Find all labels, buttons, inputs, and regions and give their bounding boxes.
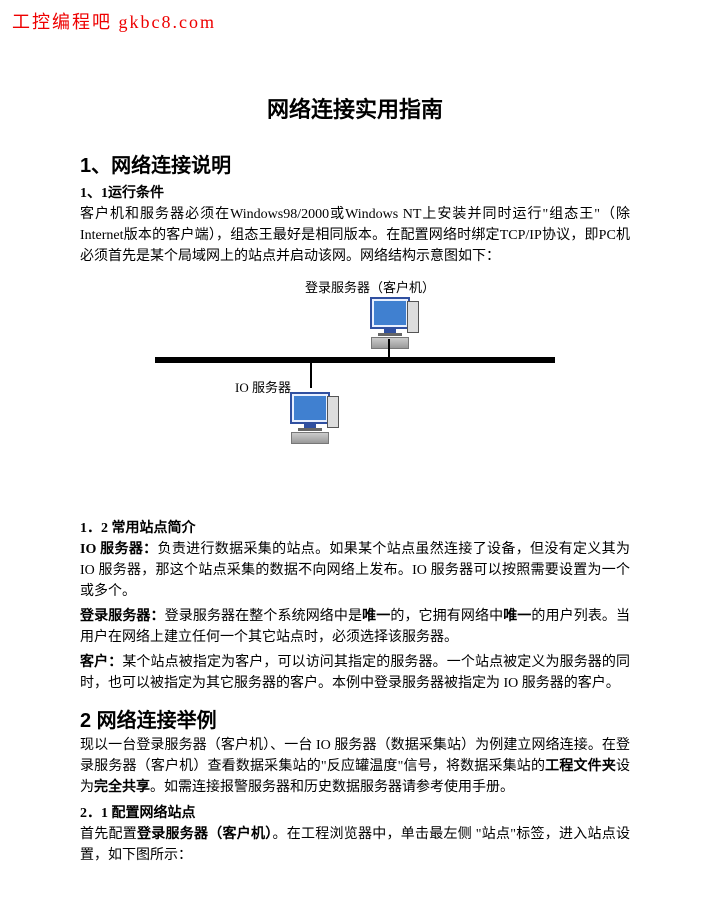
section2-heading: 2 网络连接举例 (80, 704, 630, 733)
section2-1-body: 首先配置登录服务器（客户机）。在工程浏览器中，单击最左侧 "站点"标签，进入站点… (80, 824, 630, 866)
diagram-label-top: 登录服务器（客户机） (305, 277, 435, 296)
section2-1-heading: 2．1 配置网络站点 (80, 802, 630, 822)
watermark: 工控编程吧 gkbc8.com (0, 0, 710, 42)
para-client: 客户：某个站点被指定为客户，可以访问其指定的服务器。一个站点被定义为服务器的同时… (80, 652, 630, 694)
io-server-icon (285, 392, 335, 432)
section1-heading: 1、网络连接说明 (80, 149, 630, 178)
section2-body: 现以一台登录服务器（客户机）、一台 IO 服务器（数据采集站）为例建立网络连接。… (80, 735, 630, 798)
diagram-vline-top (388, 339, 390, 357)
network-diagram: 登录服务器（客户机） IO 服务器 (155, 277, 555, 457)
section1-1-heading: 1、1运行条件 (80, 182, 630, 202)
page-content: 网络连接实用指南 1、网络连接说明 1、1运行条件 客户机和服务器必须在Wind… (0, 42, 710, 910)
client-body: 某个站点被指定为客户，可以访问其指定的服务器。一个站点被定义为服务器的同时，也可… (80, 655, 630, 691)
client-label: 客户： (80, 655, 122, 670)
diagram-hbar (155, 357, 555, 363)
login-label: 登录服务器： (80, 609, 165, 624)
s2-bold-2: 完全共享 (94, 780, 150, 795)
s21-bold: 登录服务器（客户机） (137, 827, 273, 842)
para-login: 登录服务器：登录服务器在整个系统网络中是唯一的，它拥有网络中唯一的用户列表。当用… (80, 606, 630, 648)
page-title: 网络连接实用指南 (80, 92, 630, 124)
io-body: 负责进行数据采集的站点。如果某个站点虽然连接了设备，但没有定义其为 IO 服务器… (80, 542, 630, 599)
diagram-label-bottom: IO 服务器 (235, 377, 291, 396)
io-label: IO 服务器： (80, 542, 157, 557)
s2-bold-1: 工程文件夹 (545, 759, 616, 774)
para-io: IO 服务器：负责进行数据采集的站点。如果某个站点虽然连接了设备，但没有定义其为… (80, 539, 630, 602)
diagram-vline-bottom (310, 363, 312, 388)
s2-end: 。如需连接报警服务器和历史数据服务器请参考使用手册。 (150, 780, 514, 795)
login-body-2: 的，它拥有网络中 (390, 609, 503, 624)
client-computer-icon (365, 297, 415, 337)
section1-1-body: 客户机和服务器必须在Windows98/2000或Windows NT上安装并同… (80, 204, 630, 267)
s21-body-1: 首先配置 (80, 827, 137, 842)
login-unique-1: 唯一 (362, 609, 390, 624)
section1-2-heading: 1．2 常用站点简介 (80, 517, 630, 537)
login-unique-2: 唯一 (503, 609, 531, 624)
login-body-1: 登录服务器在整个系统网络中是 (165, 609, 362, 624)
